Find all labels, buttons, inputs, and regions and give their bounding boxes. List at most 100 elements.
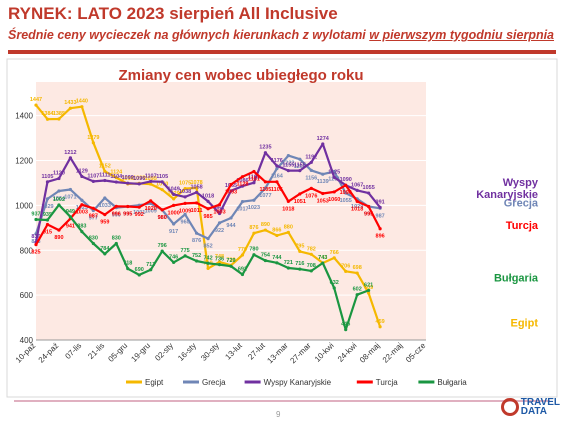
data-label: 1384 [41,111,54,117]
data-label: 716 [295,261,304,267]
series-end-label: Turcja [506,220,539,232]
data-point [183,195,187,199]
legend-label: Grecja [202,378,226,387]
series-end-label: Bułgaria [494,273,539,285]
data-point [160,188,164,192]
data-label: 609 [364,285,373,291]
data-label: 1105 [42,174,54,180]
data-label: 1000 [168,210,180,216]
data-label: 1155 [282,163,294,169]
data-label: 985 [203,214,212,220]
data-point [263,186,268,190]
data-label: 1029 [351,204,363,210]
data-label: 1105 [259,187,271,193]
data-label: 459 [376,319,385,325]
data-point [217,211,222,216]
data-point [367,291,371,295]
chart-container: 400 600 800 1000 1200 1400 10-paź 24-paź 07-lis 2… [6,58,558,398]
data-point [275,164,279,168]
data-point [114,175,118,180]
data-label: 1124 [110,170,123,176]
data-label: 1107 [87,173,99,179]
data-point [172,192,176,196]
data-point [252,198,256,202]
data-point [126,204,130,209]
data-point [194,201,199,205]
data-label: 602 [353,287,362,293]
data-label: 1128 [237,182,249,188]
data-label: 748 [215,254,224,260]
data-point [229,216,233,220]
data-point [206,199,210,203]
data-label: 1009 [179,208,191,214]
data-label: 995 [364,212,373,218]
data-label: 992 [135,212,144,218]
data-point [321,142,325,146]
data-point [217,260,222,264]
legend-label: Wyspy Kanaryjskie [264,378,332,387]
y-tick-label: 1200 [15,157,33,166]
data-label: 866 [272,227,281,233]
data-label: 796 [158,243,167,249]
y-tick-label: 1000 [15,201,33,210]
data-point [298,169,302,173]
data-label: 830 [112,236,121,242]
data-label: 1129 [76,168,88,174]
data-label: 977 [89,216,98,222]
series-end-label: Grecja [504,198,539,210]
data-point [126,181,130,185]
data-label: 876 [192,238,201,244]
data-label: 743 [318,255,327,261]
data-label: 621 [364,282,373,288]
data-label: 1090 [340,177,352,183]
data-point [194,231,199,235]
data-label: 959 [100,220,109,226]
data-point [91,141,95,145]
data-label: 1279 [87,135,99,141]
data-label: 1077 [259,193,271,199]
data-label: 1090 [340,190,352,196]
data-label: 1002 [53,197,65,203]
data-point [45,197,50,201]
data-point [252,231,256,235]
data-point [321,261,325,265]
data-point [194,186,199,190]
data-label: 1078 [190,180,202,186]
data-point [252,253,256,257]
plot-area [36,82,426,340]
data-label: 876 [249,225,258,231]
data-label: 1098 [133,175,145,181]
data-label: 743 [318,255,327,261]
data-point [378,205,382,210]
data-label: 446 [341,322,350,328]
data-point [57,203,61,207]
data-point [344,183,348,187]
data-label: 746 [169,254,178,260]
subtitle-text: Średnie ceny wycieczek na głównych kieru… [8,28,370,42]
data-point [34,243,38,247]
data-point [80,198,84,202]
data-label: 1096 [133,176,145,182]
data-label: 632 [330,280,339,286]
data-point [149,199,153,203]
data-label: 1192 [305,154,317,160]
data-point [240,272,245,277]
data-label: 1009 [145,208,157,214]
data-label: 744 [272,255,282,261]
data-point [137,205,141,209]
data-label: 922 [215,228,224,234]
data-point [286,169,290,173]
data-point [160,208,164,212]
data-label: 1151 [328,177,340,183]
data-point [332,256,336,260]
data-point [298,192,302,196]
data-label: 1093 [225,190,237,196]
data-label: 1125 [328,169,340,175]
data-label: 1385 [53,111,65,117]
data-label: 1029 [41,204,53,210]
data-point [309,168,313,172]
data-label: 742 [203,255,212,261]
data-point [68,215,73,219]
data-label: 706 [341,263,350,269]
